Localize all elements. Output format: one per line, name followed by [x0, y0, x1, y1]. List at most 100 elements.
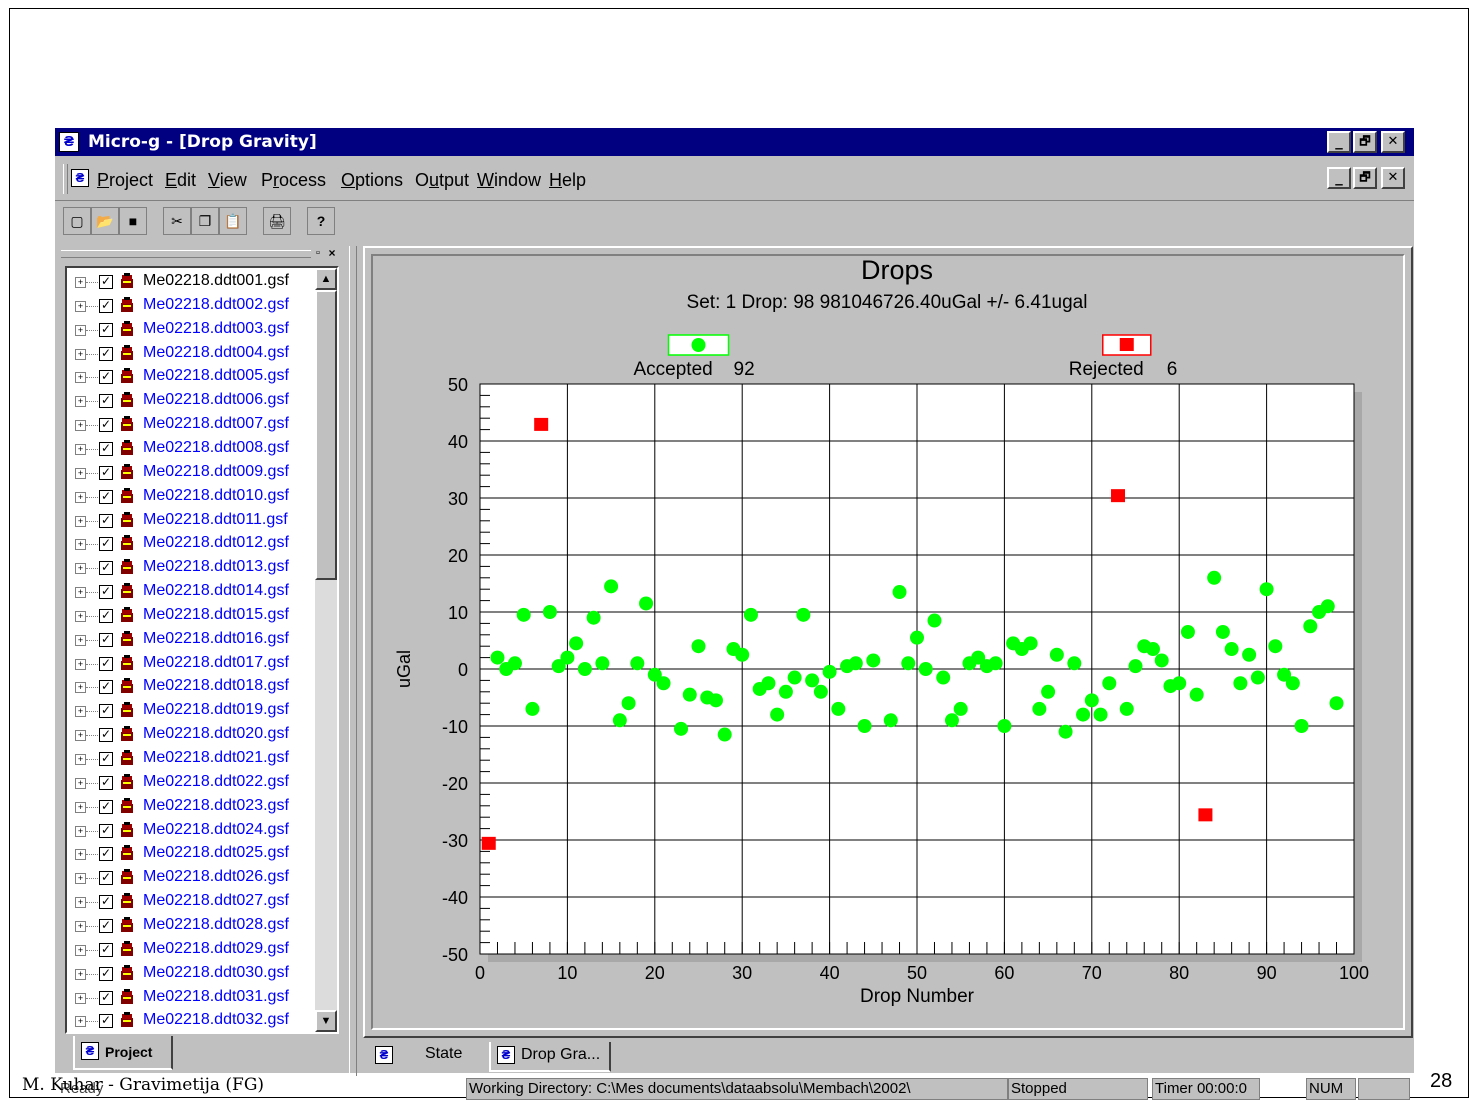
copy-icon[interactable]: ❐	[191, 207, 219, 235]
expand-icon[interactable]: +	[75, 920, 86, 932]
expand-icon[interactable]: +	[75, 944, 86, 956]
expand-icon[interactable]: +	[75, 372, 86, 384]
open-icon[interactable]: 📂	[91, 207, 119, 235]
checkbox[interactable]: ✓	[99, 894, 113, 910]
tree-item[interactable]: + ✓ Me02218.ddt024.gsf	[71, 820, 331, 844]
mdi-close-button[interactable]: ✕	[1381, 167, 1405, 189]
checkbox[interactable]: ✓	[99, 822, 113, 838]
expand-icon[interactable]: +	[75, 1016, 86, 1028]
tree-item[interactable]: + ✓ Me02218.ddt025.gsf	[71, 843, 331, 867]
checkbox[interactable]: ✓	[99, 798, 113, 814]
menu-process[interactable]: Process	[261, 170, 327, 190]
checkbox[interactable]: ✓	[99, 345, 113, 361]
expand-icon[interactable]: +	[75, 754, 86, 765]
menu-help[interactable]: Help	[549, 170, 587, 190]
menu-options[interactable]: Options	[341, 170, 404, 190]
checkbox[interactable]: ✓	[99, 607, 113, 623]
menu-edit[interactable]: Edit	[165, 170, 197, 190]
pane-grip[interactable]	[61, 250, 311, 258]
tree-item[interactable]: + ✓ Me02218.ddt032.gsf	[71, 1010, 331, 1032]
checkbox[interactable]: ✓	[99, 703, 113, 719]
checkbox[interactable]: ✓	[99, 751, 113, 766]
checkbox[interactable]: ✓	[99, 440, 113, 456]
tree-item[interactable]: + ✓ Me02218.ddt031.gsf	[71, 987, 331, 1011]
tree-item[interactable]: + ✓ Me02218.ddt014.gsf	[71, 581, 331, 605]
tree-item[interactable]: + ✓ Me02218.ddt004.gsf	[71, 343, 331, 367]
checkbox[interactable]: ✓	[99, 321, 113, 337]
expand-icon[interactable]: +	[75, 777, 86, 789]
tree-item[interactable]: + ✓ Me02218.ddt011.gsf	[71, 510, 331, 534]
tree-item[interactable]: + ✓ Me02218.ddt027.gsf	[71, 891, 331, 915]
checkbox[interactable]: ✓	[99, 297, 113, 313]
checkbox[interactable]: ✓	[99, 965, 113, 981]
expand-icon[interactable]: +	[75, 897, 86, 909]
tree-item[interactable]: + ✓ Me02218.ddt010.gsf	[71, 486, 331, 510]
tree-item[interactable]: + ✓ Me02218.ddt005.gsf	[71, 366, 331, 390]
tree-item[interactable]: + ✓ Me02218.ddt029.gsf	[71, 939, 331, 963]
expand-icon[interactable]: +	[75, 610, 86, 622]
tree-item[interactable]: + ✓ Me02218.ddt026.gsf	[71, 867, 331, 891]
cut-icon[interactable]: ✂	[163, 207, 191, 235]
checkbox[interactable]: ✓	[99, 393, 113, 409]
tree-item[interactable]: + ✓ Me02218.ddt006.gsf	[71, 390, 331, 414]
checkbox[interactable]: ✓	[99, 727, 113, 743]
checkbox[interactable]: ✓	[99, 488, 113, 504]
tree-item[interactable]: + ✓ Me02218.ddt028.gsf	[71, 915, 331, 939]
restore-button[interactable]: 🗗	[1353, 131, 1377, 153]
tab-project[interactable]: ₴ Project	[73, 1036, 173, 1070]
tree-item[interactable]: + ✓ Me02218.ddt007.gsf	[71, 414, 331, 438]
tree-item[interactable]: + ✓ Me02218.ddt030.gsf	[71, 963, 331, 987]
pane-restore-icon[interactable]: ▫	[316, 247, 320, 259]
expand-icon[interactable]: +	[75, 563, 86, 575]
help-icon[interactable]: ?	[307, 207, 335, 235]
expand-icon[interactable]: +	[75, 634, 86, 646]
scroll-down-button[interactable]: ▼	[315, 1010, 337, 1032]
checkbox[interactable]: ✓	[99, 846, 113, 862]
tab-drop-graph[interactable]: ₴ Drop Gra...	[489, 1042, 611, 1072]
save-icon[interactable]: ■	[119, 207, 147, 235]
expand-icon[interactable]: +	[75, 730, 86, 742]
tree-item[interactable]: + ✓ Me02218.ddt013.gsf	[71, 557, 331, 581]
tree-item[interactable]: + ✓ Me02218.ddt008.gsf	[71, 438, 331, 462]
checkbox[interactable]: ✓	[99, 369, 113, 385]
checkbox[interactable]: ✓	[99, 631, 113, 647]
checkbox[interactable]: ✓	[99, 870, 113, 886]
menu-output[interactable]: Output	[415, 170, 470, 190]
expand-icon[interactable]: +	[75, 682, 86, 694]
doc-icon[interactable]: ₴	[71, 169, 89, 187]
tree-item[interactable]: + ✓ Me02218.ddt022.gsf	[71, 772, 331, 796]
minimize-button[interactable]: _	[1327, 131, 1351, 153]
tree-scrollbar[interactable]: ▲ ▼	[315, 268, 337, 1032]
expand-icon[interactable]: +	[75, 420, 86, 432]
expand-icon[interactable]: +	[75, 396, 86, 408]
tree-item[interactable]: + ✓ Me02218.ddt015.gsf	[71, 605, 331, 629]
checkbox[interactable]: ✓	[99, 417, 113, 433]
expand-icon[interactable]: +	[75, 277, 86, 288]
tree-item[interactable]: + ✓ Me02218.ddt002.gsf	[71, 295, 331, 319]
tab-state[interactable]: ₴ State	[367, 1042, 489, 1072]
tree-item[interactable]: + ✓ Me02218.ddt012.gsf	[71, 533, 331, 557]
expand-icon[interactable]: +	[75, 491, 86, 503]
expand-icon[interactable]: +	[75, 587, 86, 599]
expand-icon[interactable]: +	[75, 873, 86, 885]
tree-item[interactable]: + ✓ Me02218.ddt017.gsf	[71, 653, 331, 677]
tree-item[interactable]: + ✓ Me02218.ddt018.gsf	[71, 676, 331, 700]
close-button[interactable]: ✕	[1381, 131, 1405, 153]
tree-item[interactable]: + ✓ Me02218.ddt021.gsf	[71, 748, 331, 772]
expand-icon[interactable]: +	[75, 539, 86, 551]
expand-icon[interactable]: +	[75, 849, 86, 861]
menubar-grip[interactable]	[63, 164, 68, 194]
expand-icon[interactable]: +	[75, 515, 86, 527]
checkbox[interactable]: ✓	[99, 989, 113, 1005]
paste-icon[interactable]: 📋	[219, 207, 247, 235]
expand-icon[interactable]: +	[75, 300, 86, 312]
checkbox[interactable]: ✓	[99, 584, 113, 600]
menu-window[interactable]: Window	[477, 170, 542, 190]
tree-item[interactable]: + ✓ Me02218.ddt023.gsf	[71, 796, 331, 820]
checkbox[interactable]: ✓	[99, 464, 113, 480]
checkbox[interactable]: ✓	[99, 1013, 113, 1029]
expand-icon[interactable]: +	[75, 706, 86, 718]
tree-item[interactable]: + ✓ Me02218.ddt009.gsf	[71, 462, 331, 486]
tree-item[interactable]: + ✓ Me02218.ddt001.gsf	[71, 271, 331, 295]
checkbox[interactable]: ✓	[99, 917, 113, 933]
